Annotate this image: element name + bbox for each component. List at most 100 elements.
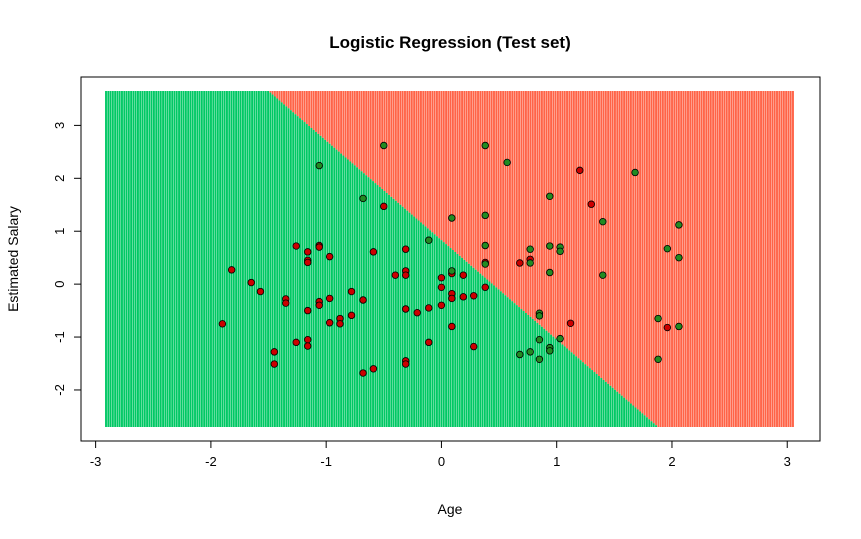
data-point-class-1 — [535, 335, 544, 344]
region-stripe-class-1 — [292, 112, 295, 427]
region-stripe-class-0 — [269, 91, 272, 93]
region-stripe-class-0 — [764, 91, 767, 427]
y-axis: -2 -1 0 1 2 3 — [52, 122, 82, 396]
region-stripe-class-0 — [470, 91, 473, 266]
region-stripe-class-0 — [381, 91, 384, 189]
region-stripe-class-1 — [527, 314, 530, 427]
region-stripe-class-0 — [760, 91, 762, 427]
region-stripe-class-0 — [442, 91, 445, 243]
region-stripe-class-0 — [504, 91, 507, 296]
region-stripe-class-1 — [152, 91, 155, 427]
region-stripe-class-0 — [397, 91, 400, 203]
region-stripe-class-0 — [566, 91, 568, 349]
data-point-class-1 — [599, 271, 607, 279]
region-stripe-class-1 — [627, 401, 630, 427]
region-stripe-class-0 — [563, 91, 566, 347]
region-stripe-class-0 — [673, 91, 676, 427]
data-point-class-0 — [448, 322, 456, 331]
data-point-class-0 — [459, 271, 468, 279]
region-stripe-class-1 — [210, 91, 212, 427]
region-stripe-class-1 — [173, 91, 176, 427]
region-stripe-class-0 — [456, 91, 459, 254]
region-stripe-class-0 — [433, 91, 436, 235]
data-point-class-0 — [218, 320, 227, 328]
region-stripe-class-1 — [358, 169, 361, 427]
region-stripe-class-1 — [538, 324, 541, 427]
region-stripe-class-0 — [344, 91, 347, 158]
region-stripe-class-0 — [420, 91, 422, 223]
data-point-class-1 — [654, 355, 662, 363]
region-stripe-class-0 — [360, 91, 363, 172]
region-stripe-class-0 — [497, 91, 500, 290]
region-stripe-class-0 — [570, 91, 573, 353]
data-point-class-0 — [359, 296, 367, 304]
region-stripe-class-1 — [483, 277, 486, 427]
data-point-class-1 — [359, 194, 367, 203]
region-stripe-class-1 — [137, 91, 139, 427]
region-stripe-class-1 — [607, 383, 610, 427]
region-stripe-class-1 — [632, 405, 635, 427]
region-stripe-class-0 — [547, 91, 550, 333]
region-stripe-class-1 — [645, 417, 648, 427]
region-stripe-class-0 — [639, 91, 642, 412]
region-stripe-class-1 — [415, 218, 418, 427]
region-stripe-class-0 — [737, 91, 740, 427]
region-stripe-class-0 — [614, 91, 616, 390]
region-stripe-class-1 — [497, 289, 500, 427]
region-stripe-class-1 — [226, 91, 228, 427]
region-stripe-class-0 — [429, 91, 432, 231]
region-stripe-class-0 — [661, 91, 664, 427]
region-stripe-class-0 — [417, 91, 420, 221]
region-stripe-class-1 — [534, 320, 537, 427]
region-stripe-class-0 — [461, 91, 463, 258]
data-point-class-0 — [304, 306, 312, 315]
region-stripe-class-1 — [189, 91, 192, 427]
region-stripe-class-1 — [449, 248, 452, 427]
region-stripe-class-0 — [383, 91, 386, 191]
region-stripe-class-1 — [397, 202, 400, 427]
region-stripe-class-0 — [292, 91, 295, 113]
data-point-class-0 — [413, 309, 421, 317]
region-stripe-class-0 — [333, 91, 336, 148]
region-stripe-class-1 — [280, 102, 283, 428]
region-stripe-class-0 — [367, 91, 370, 178]
region-stripe-class-1 — [369, 179, 372, 427]
x-tick-label: -2 — [205, 454, 217, 469]
region-stripe-class-0 — [424, 91, 427, 227]
region-stripe-class-1 — [381, 188, 384, 427]
region-stripe-class-0 — [531, 91, 534, 319]
data-point-class-1 — [546, 242, 554, 250]
region-stripe-class-0 — [431, 91, 434, 233]
region-stripe-class-0 — [467, 91, 470, 264]
region-stripe-class-0 — [668, 91, 671, 427]
region-stripe-class-0 — [474, 91, 477, 270]
region-stripe-class-1 — [410, 214, 413, 427]
region-stripe-class-1 — [463, 259, 466, 427]
region-stripe-class-1 — [655, 425, 657, 427]
region-stripe-class-0 — [499, 91, 502, 292]
region-stripe-class-0 — [340, 91, 343, 154]
region-stripe-class-1 — [337, 151, 340, 427]
region-stripe-class-1 — [171, 91, 174, 427]
data-point-class-0 — [470, 342, 478, 351]
data-point-class-0 — [325, 252, 334, 261]
region-stripe-class-0 — [550, 91, 553, 335]
region-stripe-class-0 — [324, 91, 327, 140]
region-stripe-class-1 — [408, 212, 411, 427]
region-stripe-class-1 — [372, 181, 374, 427]
data-point-class-0 — [304, 335, 312, 344]
region-stripe-class-0 — [703, 91, 705, 427]
region-stripe-class-0 — [643, 91, 646, 416]
region-stripe-class-1 — [198, 91, 201, 427]
region-stripe-class-0 — [730, 91, 733, 427]
data-point-class-0 — [347, 311, 356, 320]
region-stripe-class-1 — [524, 312, 527, 427]
data-point-class-0 — [369, 365, 378, 373]
data-point-class-0 — [304, 248, 312, 256]
region-stripe-class-0 — [579, 91, 582, 361]
region-stripe-class-0 — [659, 91, 662, 427]
region-stripe-class-0 — [568, 91, 571, 351]
region-stripe-class-0 — [513, 91, 516, 304]
region-stripe-class-1 — [333, 147, 336, 427]
